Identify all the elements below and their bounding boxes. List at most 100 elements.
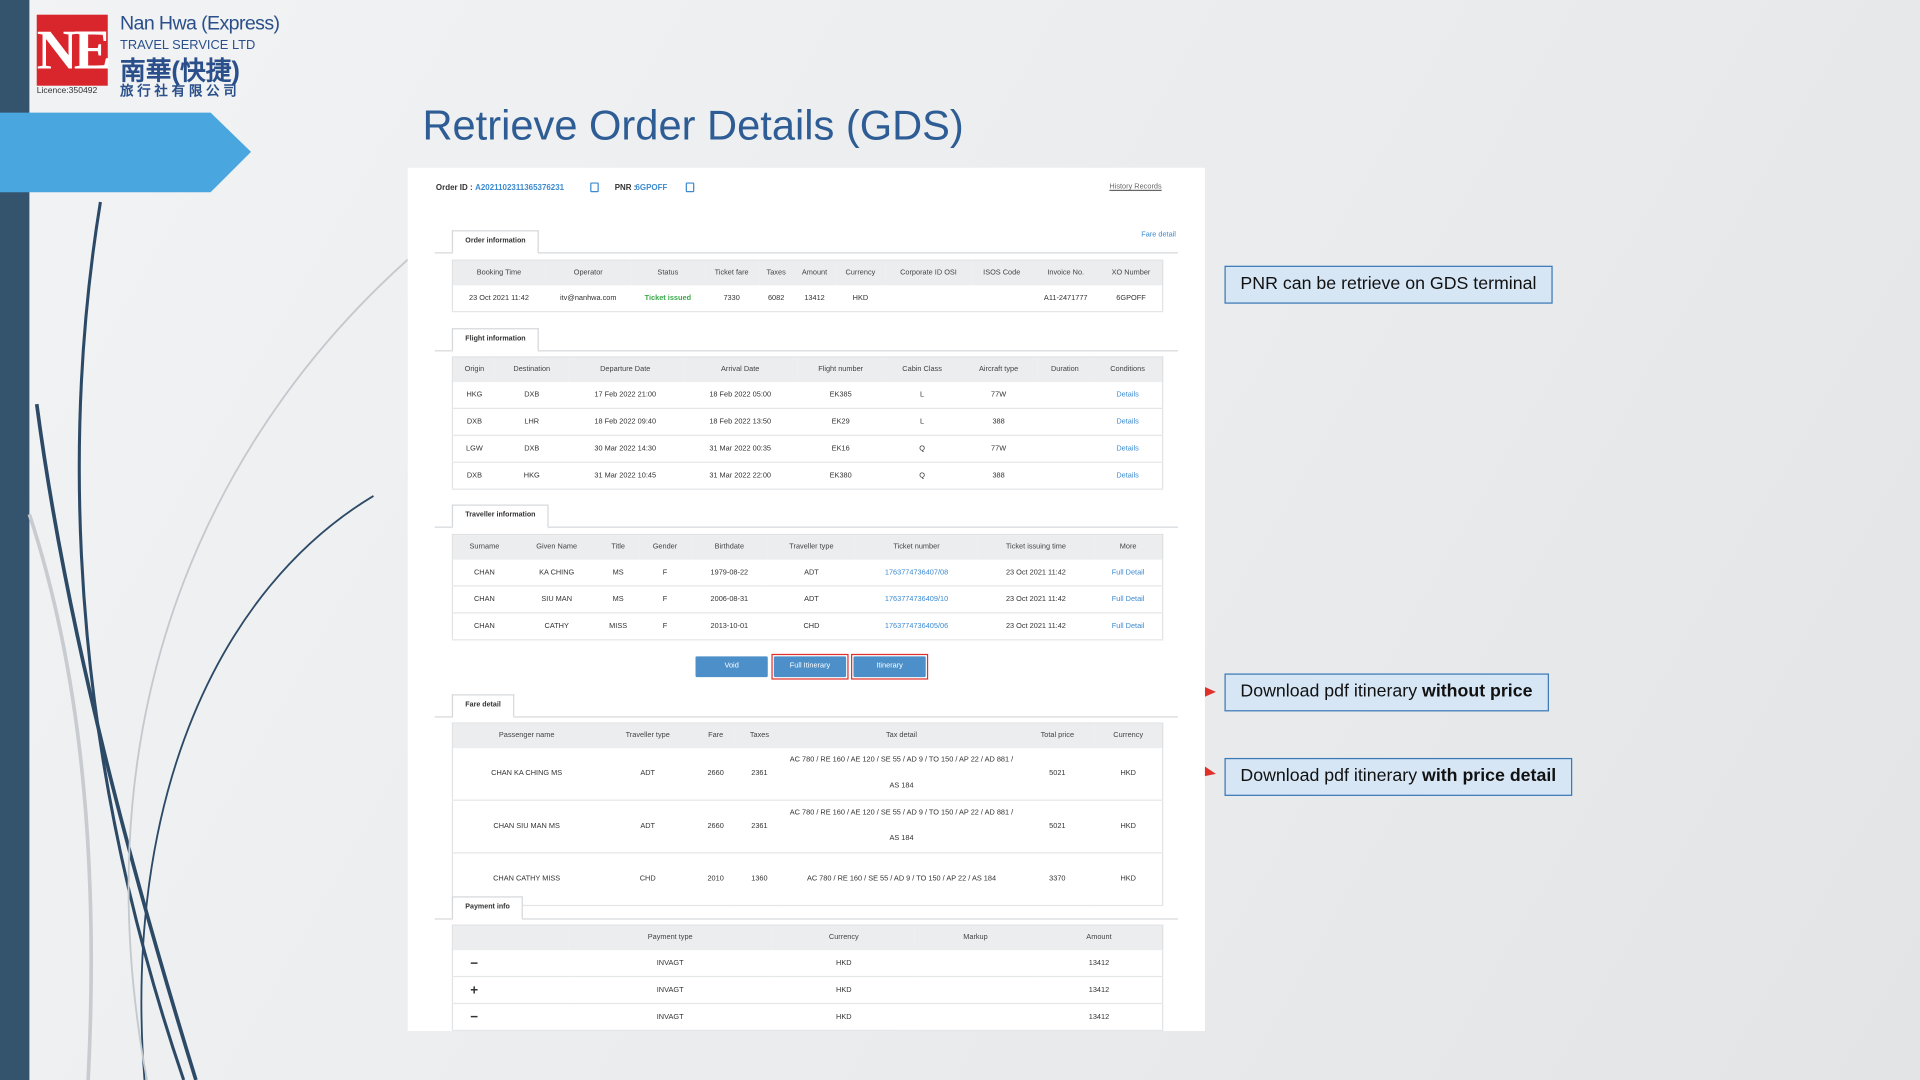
cell: Q [883, 462, 961, 490]
cell: CHD [600, 852, 696, 907]
curve [77, 201, 186, 1080]
column-header: Amount [793, 260, 836, 286]
cell: 5021 [1020, 800, 1095, 854]
cell: 13412 [1035, 976, 1163, 1005]
cell: DXB [452, 462, 496, 490]
cell: 23 Oct 2021 11:42 [977, 559, 1095, 587]
highlight-box [771, 653, 849, 680]
column-header: Currency [1094, 723, 1163, 749]
column-header: Given Name [515, 534, 598, 560]
copy-icon[interactable] [685, 182, 695, 193]
tab-divider [434, 350, 1178, 352]
cell: 77W [960, 382, 1037, 409]
cell: CHD [767, 612, 856, 641]
table-row: 23 Oct 2021 11:42 itv@nanhwa.com Ticket is… [452, 285, 1163, 313]
cell: 2013-10-01 [691, 612, 768, 641]
column-header: ISOS Code [972, 260, 1032, 286]
table-row: − INVAGT HKD 13412 [452, 950, 1163, 978]
cell: ADT [600, 800, 696, 854]
cell: 2006-08-31 [691, 585, 768, 614]
logo-name-en: Nan Hwa (Express) [120, 13, 280, 35]
cell: HKD [772, 950, 916, 978]
table-row: CHAN CATHY MISS F 2013-10-01 CHD 1763774736405… [452, 612, 1163, 641]
column-header: Conditions [1093, 356, 1163, 383]
cell: 18 Feb 2022 05:00 [682, 382, 798, 409]
cell: Ticket issued [631, 285, 705, 313]
cell: 388 [960, 462, 1037, 490]
cell: HKD [835, 285, 885, 313]
cell: L [883, 382, 961, 409]
cell: MISS [597, 612, 639, 641]
cell: 13412 [1035, 1003, 1163, 1032]
tab[interactable]: Fare detail [451, 694, 515, 719]
cell: 6082 [759, 285, 794, 313]
cell: EK380 [797, 462, 884, 490]
cell: 77W [960, 435, 1037, 463]
header-row: Origin Destination Departure Date Arrival D… [452, 356, 1163, 383]
cell: INVAGT [567, 1003, 773, 1032]
button[interactable]: Void [695, 656, 768, 678]
history-link[interactable]: History Records [1109, 183, 1162, 192]
cell[interactable]: Full Detail [1094, 585, 1163, 614]
cell: EK29 [797, 408, 884, 436]
curve [34, 403, 198, 1080]
tab[interactable]: Traveller information [451, 504, 549, 529]
cell[interactable]: 1763774736409/10 [855, 585, 978, 614]
table-row: CHAN SIU MAN MS F 2006-08-31 ADT 1763774736409… [452, 585, 1163, 614]
column-header: Departure Date [567, 356, 683, 383]
arrow-head [1204, 686, 1216, 697]
column-header: Currency [835, 260, 885, 286]
cell[interactable]: Details [1093, 435, 1163, 463]
cell: INVAGT [567, 950, 773, 978]
fare-detail-link[interactable]: Fare detail [1141, 231, 1176, 239]
cell: ADT [767, 585, 856, 614]
slide-title: Retrieve Order Details (GDS) [422, 102, 964, 150]
cell: HKD [1094, 800, 1163, 854]
cell: 2010 [695, 852, 737, 907]
button[interactable]: Itinerary [853, 656, 926, 678]
column-header: Ticket number [855, 534, 978, 560]
tab[interactable]: Order information [451, 230, 540, 255]
cell[interactable]: Details [1093, 462, 1163, 490]
cell: 31 Mar 2022 00:35 [682, 435, 798, 463]
header-row: Booking Time Operator Status Ticket fare Tax… [452, 260, 1163, 286]
cell: 2660 [695, 800, 737, 854]
logo-name-zh: 南華(快捷) [120, 57, 240, 86]
column-header: Taxes [736, 723, 783, 749]
cell: DXB [495, 435, 568, 463]
callout-text: Download pdf itinerary [1240, 766, 1423, 787]
cell[interactable]: Details [1093, 408, 1163, 436]
cell: + [452, 976, 568, 1005]
callout-bold: without price [1422, 682, 1533, 702]
button[interactable]: Full Itinerary [773, 656, 847, 678]
cell: 23 Oct 2021 11:42 [977, 585, 1095, 614]
cell[interactable]: 1763774736407/08 [855, 559, 978, 587]
cell: Q [883, 435, 961, 463]
tab[interactable]: Flight information [451, 328, 540, 353]
table-row: CHAN SIU MAN MS ADT 2660 2361 AC 780 / RE 16… [452, 800, 1163, 854]
cell: HKD [772, 976, 916, 1005]
cell: HKD [1094, 748, 1163, 801]
cell: F [638, 559, 692, 587]
column-header: Tax detail [782, 723, 1021, 749]
cell[interactable]: Full Detail [1094, 559, 1163, 587]
data-table: Booking Time Operator Status Ticket fare Tax… [451, 259, 1164, 313]
tab[interactable]: Payment info [451, 896, 524, 921]
data-table: Origin Destination Departure Date Arrival D… [451, 356, 1164, 490]
column-header: Fare [695, 723, 737, 749]
cell: DXB [452, 408, 496, 436]
cell[interactable]: Full Detail [1094, 612, 1163, 641]
copy-icon[interactable] [590, 182, 599, 193]
column-header: Invoice No. [1031, 260, 1100, 286]
cell[interactable]: Details [1093, 382, 1163, 409]
cell[interactable]: 1763774736405/06 [855, 612, 978, 641]
cell [1036, 382, 1094, 409]
column-header: Total price [1020, 723, 1095, 749]
cell: 5021 [1020, 748, 1095, 801]
header-row: Payment type Currency Markup Amount [452, 925, 1163, 951]
arrow-head [1203, 766, 1216, 777]
cell: − [452, 950, 568, 978]
callout-bold: with price detail [1422, 766, 1557, 787]
cell: CHAN KA CHING MS [452, 748, 601, 801]
